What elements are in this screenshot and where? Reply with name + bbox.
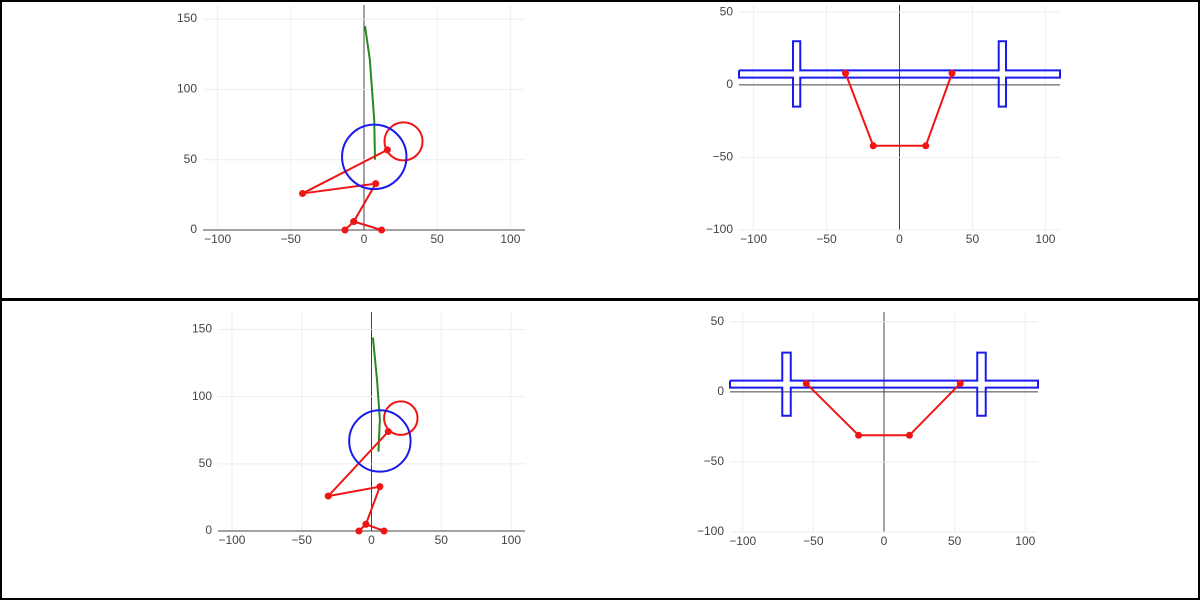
x-tick-label: 50: [966, 232, 980, 246]
point: [842, 69, 850, 77]
point: [802, 379, 810, 387]
circle-shape: [383, 400, 419, 436]
circle-shape: [348, 409, 412, 473]
y-tick-label: −50: [704, 454, 725, 468]
y-tick-label: −100: [697, 524, 724, 538]
x-tick-label: 0: [896, 232, 903, 246]
point: [956, 379, 964, 387]
point: [905, 431, 913, 439]
x-tick-label: 50: [435, 533, 449, 547]
y-tick-label: 150: [177, 11, 197, 25]
y-tick-label: 0: [205, 523, 212, 537]
x-tick-label: −50: [803, 534, 824, 548]
point: [355, 527, 363, 535]
x-tick-label: −100: [204, 232, 231, 246]
y-tick-label: 0: [190, 222, 197, 236]
y-tick-label: 100: [177, 82, 197, 96]
x-tick-label: 0: [881, 534, 888, 548]
point: [299, 189, 307, 197]
series-line: [729, 351, 1039, 417]
x-tick-label: −100: [729, 534, 756, 548]
point: [855, 431, 863, 439]
x-tick-label: 100: [1015, 534, 1035, 548]
y-tick-label: 100: [192, 389, 212, 403]
y-tick-label: −100: [706, 222, 733, 236]
y-tick-label: 50: [199, 456, 213, 470]
series-line: [738, 40, 1061, 108]
y-tick-label: 0: [717, 384, 724, 398]
y-tick-label: −50: [713, 150, 734, 164]
point: [324, 492, 332, 500]
y-tick-label: 50: [711, 314, 725, 328]
x-tick-label: −100: [740, 232, 767, 246]
x-tick-label: −50: [281, 232, 302, 246]
point: [378, 226, 386, 234]
x-tick-label: −100: [218, 533, 245, 547]
x-tick-label: 0: [361, 232, 368, 246]
x-tick-label: 100: [500, 232, 520, 246]
x-tick-label: 100: [1035, 232, 1055, 246]
point: [869, 142, 877, 150]
point: [350, 218, 358, 226]
panel-frame: [0, 0, 1200, 300]
circle-shape: [341, 123, 408, 191]
y-tick-label: 50: [720, 4, 734, 18]
series-line: [805, 382, 962, 437]
point: [372, 180, 380, 188]
circle-shape: [383, 121, 424, 162]
y-tick-label: 0: [726, 77, 733, 91]
point: [948, 69, 956, 77]
point: [362, 520, 370, 528]
x-tick-label: −50: [292, 533, 313, 547]
point: [380, 527, 388, 535]
x-tick-label: 100: [501, 533, 521, 547]
y-tick-label: 50: [184, 152, 198, 166]
x-tick-label: 50: [431, 232, 445, 246]
x-tick-label: 50: [948, 534, 962, 548]
x-tick-label: 0: [368, 533, 375, 547]
series-line: [364, 25, 376, 160]
series-line: [371, 337, 381, 452]
point: [341, 226, 349, 234]
series-line: [844, 72, 953, 147]
panel-frame: [0, 299, 1200, 600]
point: [376, 483, 384, 491]
point: [922, 142, 930, 150]
y-tick-label: 150: [192, 322, 212, 336]
x-tick-label: −50: [816, 232, 837, 246]
